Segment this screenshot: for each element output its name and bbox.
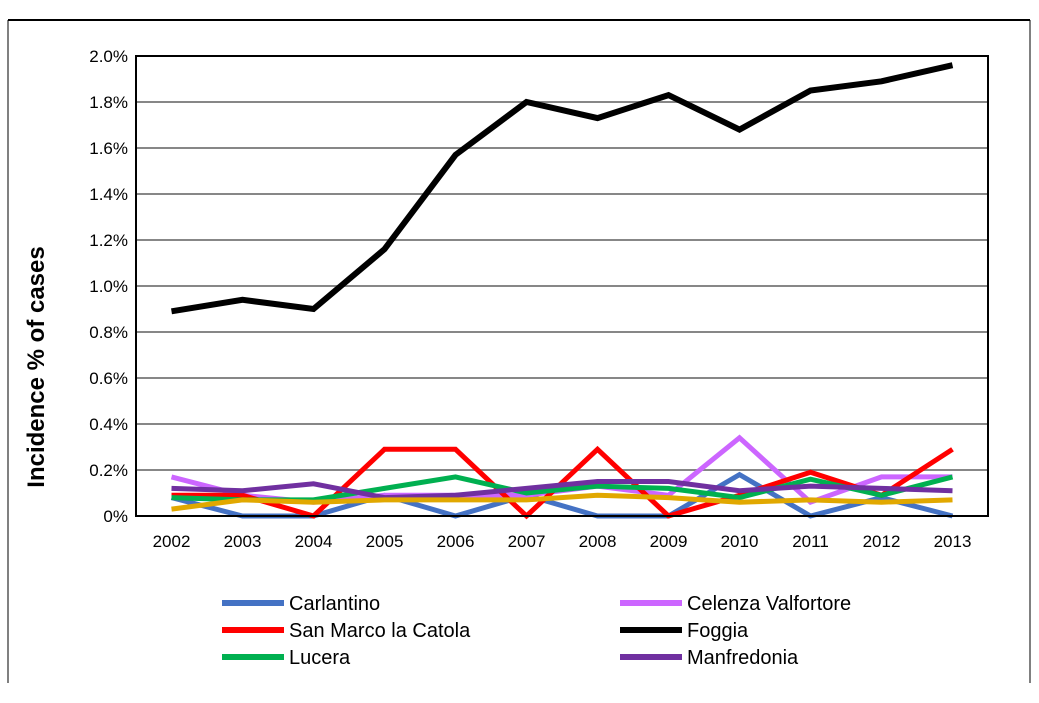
series-line-manfredonia [171, 479, 953, 501]
y-tick-label: 0% [103, 507, 128, 526]
legend-item-foggia: Foggia [620, 620, 749, 642]
x-tick-label: 2005 [366, 532, 404, 551]
x-tick-label: 2006 [437, 532, 475, 551]
legend-label-foggia: Foggia [687, 620, 749, 642]
x-tick-label: 2007 [508, 532, 546, 551]
legend-item-san-marco-la-catola: San Marco la Catola [222, 620, 471, 642]
y-tick-label: 0.2% [89, 461, 128, 480]
x-axis-ticks: 2002 2003 2004 2005 2006 2007 2008 2009 2010 2011… [153, 532, 972, 551]
x-tick-label: 2009 [650, 532, 688, 551]
y-tick-label: 1.6% [89, 139, 128, 158]
legend-label-celenza-valfortore: Celenza Valfortore [687, 593, 851, 615]
legend-item-carlantino: Carlantino [222, 593, 380, 615]
x-tick-label: 2004 [295, 532, 333, 551]
x-tick-label: 2010 [721, 532, 759, 551]
series-lines [170, 62, 954, 520]
legend-label-carlantino: Carlantino [289, 593, 380, 615]
y-tick-label: 0.6% [89, 369, 128, 388]
x-tick-label: 2013 [934, 532, 972, 551]
plot-area-border [135, 55, 989, 517]
y-tick-label: 1.2% [89, 231, 128, 250]
x-tick-label: 2011 [792, 532, 829, 551]
series-line-foggia [171, 62, 954, 315]
legend-label-san-marco-la-catola: San Marco la Catola [289, 620, 471, 642]
x-tick-label: 2003 [224, 532, 262, 551]
y-tick-label: 0.8% [89, 323, 128, 342]
y-axis-ticks: 0% 0.2% 0.4% 0.6% 0.8% 1.0% 1.2% 1.4% 1.6% 1.8% 2.… [89, 47, 128, 526]
x-tick-label: 2008 [579, 532, 617, 551]
legend-label-manfredonia: Manfredonia [687, 647, 799, 669]
y-axis-title: Incidence % of cases [23, 246, 50, 487]
y-tick-label: 0.4% [89, 415, 128, 434]
legend-item-manfredonia: Manfredonia [620, 647, 799, 669]
legend: Carlantino Celenza Valfortore San Marco la… [222, 593, 851, 669]
legend-item-lucera: Lucera [222, 647, 351, 669]
y-tick-label: 1.4% [89, 185, 128, 204]
x-tick-label: 2002 [153, 532, 191, 551]
y-tick-label: 2.0% [89, 47, 128, 66]
legend-item-celenza-valfortore: Celenza Valfortore [620, 593, 851, 615]
x-tick-label: 2012 [863, 532, 901, 551]
y-tick-label: 1.0% [89, 277, 128, 296]
series-line-unlabeled-series [171, 492, 953, 512]
legend-label-lucera: Lucera [289, 647, 351, 669]
y-tick-label: 1.8% [89, 93, 128, 112]
gridlines [136, 55, 988, 471]
